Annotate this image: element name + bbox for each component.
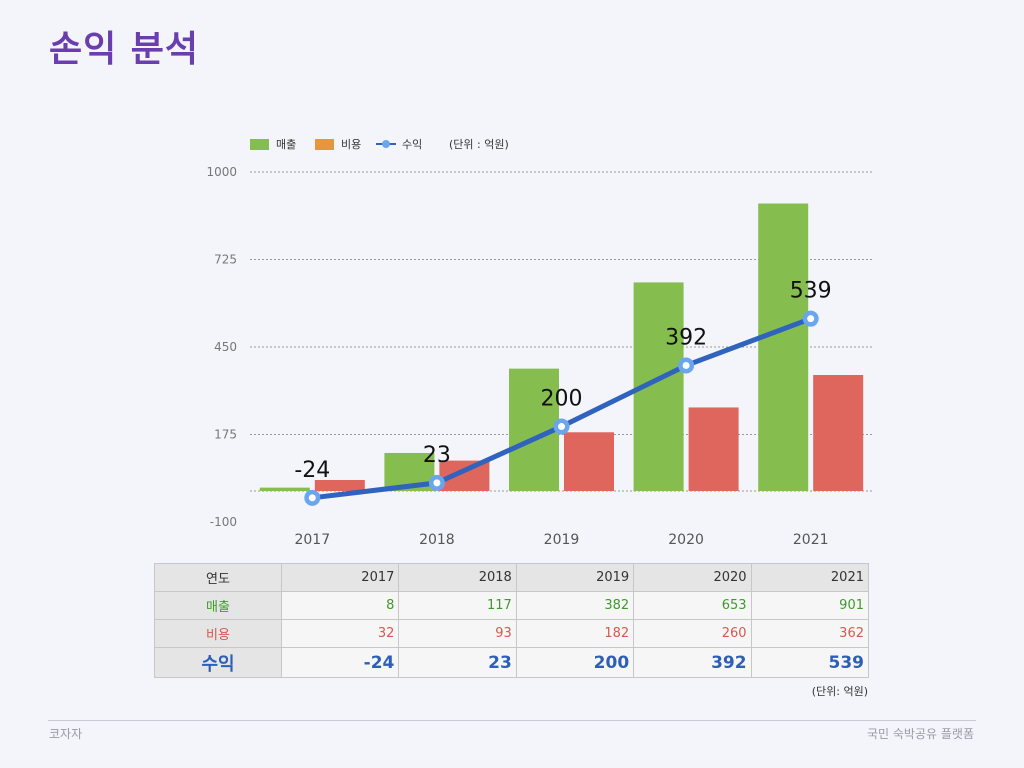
bars bbox=[259, 203, 864, 491]
table-header-cell: 2021 bbox=[750, 563, 870, 592]
profit-marker-center bbox=[433, 479, 441, 487]
table-header-cell: 2018 bbox=[398, 563, 517, 592]
profit-chart: 매출 비용 수익 (단위 : 억원) 1000 725 450 175 -100 -24… bbox=[206, 138, 873, 548]
y-tick-label: 1000 bbox=[206, 165, 237, 179]
legend-label-sales: 매출 bbox=[276, 138, 296, 151]
table-cell: 392 bbox=[633, 647, 752, 678]
table-header-cell: 2017 bbox=[280, 563, 400, 592]
table-cell: 8 bbox=[280, 591, 400, 620]
bar-cost bbox=[813, 375, 864, 491]
profit-data-labels: -24 23 200 392 539 bbox=[294, 279, 831, 483]
table-row-cost: 비용 32 93 182 260 362 bbox=[154, 619, 870, 648]
table-cell: 362 bbox=[750, 619, 870, 648]
bar-cost bbox=[314, 480, 365, 491]
y-tick-label: 175 bbox=[214, 428, 237, 442]
table-header-cell: 2019 bbox=[515, 563, 635, 592]
table-row-label: 매출 bbox=[154, 591, 282, 620]
table-cell: 901 bbox=[750, 591, 870, 620]
table-header-year: 연도 bbox=[154, 563, 282, 592]
bar-sales bbox=[758, 203, 809, 491]
profit-data-label: 23 bbox=[423, 443, 451, 468]
y-tick-label: 725 bbox=[214, 253, 237, 267]
table-cell: 32 bbox=[280, 619, 400, 648]
table-cell: 23 bbox=[398, 647, 517, 678]
page-title: 손익 분석 bbox=[49, 29, 200, 70]
table-cell: 382 bbox=[515, 591, 635, 620]
profit-data-label: 392 bbox=[665, 325, 707, 350]
profit-data-label: -24 bbox=[294, 458, 330, 483]
profit-data-label: 539 bbox=[790, 279, 832, 304]
table-row-profit: 수익 -24 23 200 392 539 bbox=[154, 647, 870, 678]
legend-label-profit: 수익 bbox=[402, 138, 422, 151]
y-tick-label: -100 bbox=[210, 515, 237, 529]
table-unit-note: (단위: 억원) bbox=[811, 685, 868, 698]
legend-swatch-sales bbox=[250, 139, 269, 150]
profit-marker-center bbox=[682, 361, 690, 369]
x-tick-label: 2019 bbox=[544, 532, 580, 548]
table-cell: 539 bbox=[750, 647, 870, 678]
footer-divider bbox=[48, 720, 976, 721]
legend-swatch-cost bbox=[315, 139, 334, 150]
footer-brand: 코자자 bbox=[49, 727, 83, 741]
profit-marker-center bbox=[308, 494, 316, 502]
chart-legend: 매출 비용 수익 (단위 : 억원) bbox=[250, 138, 509, 151]
x-tick-label: 2020 bbox=[668, 532, 704, 548]
bar-cost bbox=[688, 407, 739, 491]
profit-line-layer bbox=[304, 310, 819, 506]
table-row-label: 비용 bbox=[154, 619, 282, 648]
legend-unit: (단위 : 억원) bbox=[449, 138, 509, 151]
table-cell: -24 bbox=[280, 647, 400, 678]
table-row-sales: 매출 8 117 382 653 901 bbox=[154, 591, 870, 620]
y-axis-labels: 1000 725 450 175 -100 bbox=[206, 165, 237, 529]
x-tick-label: 2021 bbox=[793, 532, 829, 548]
table-header-cell: 2020 bbox=[633, 563, 752, 592]
profit-marker-center bbox=[558, 423, 565, 431]
footer-tagline: 국민 숙박공유 플랫폼 bbox=[867, 727, 974, 741]
table-cell: 260 bbox=[633, 619, 752, 648]
profit-marker-center bbox=[807, 315, 815, 323]
x-axis-labels: 2017 2018 2019 2020 2021 bbox=[294, 532, 828, 548]
y-tick-label: 450 bbox=[214, 340, 237, 354]
data-table: 연도 2017 2018 2019 2020 2021 매출 8 117 382… bbox=[154, 563, 870, 678]
profit-data-label: 200 bbox=[541, 387, 583, 412]
legend-label-cost: 비용 bbox=[341, 138, 361, 151]
table-header-row: 연도 2017 2018 2019 2020 2021 bbox=[154, 563, 870, 592]
legend-marker-profit bbox=[382, 140, 390, 148]
table-cell: 182 bbox=[515, 619, 635, 648]
x-tick-label: 2017 bbox=[294, 532, 330, 548]
bar-sales bbox=[259, 487, 310, 491]
table-row-label: 수익 bbox=[154, 647, 282, 678]
table-cell: 117 bbox=[398, 591, 517, 620]
bar-cost bbox=[564, 432, 614, 491]
x-tick-label: 2018 bbox=[419, 532, 455, 548]
table-cell: 653 bbox=[633, 591, 752, 620]
table-cell: 93 bbox=[398, 619, 517, 648]
table-cell: 200 bbox=[515, 647, 635, 678]
